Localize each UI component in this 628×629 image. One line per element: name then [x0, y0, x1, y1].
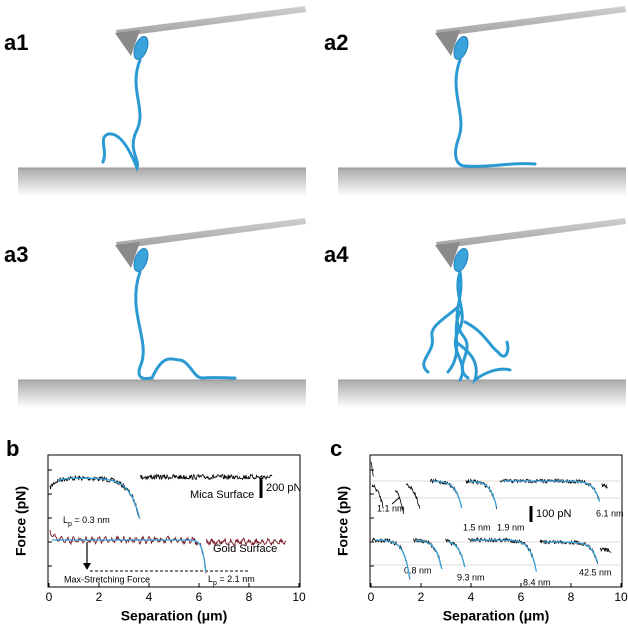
x-tick-label: 6	[196, 590, 203, 604]
trace	[467, 536, 537, 571]
trace	[471, 539, 538, 572]
x-tick-label: 4	[146, 590, 153, 604]
lp-sub: p	[213, 580, 217, 587]
trace	[444, 539, 466, 568]
annotation: Mica Surface	[190, 489, 254, 501]
x-tick-label: 10	[292, 590, 306, 604]
trace	[601, 483, 608, 490]
panel-label: c	[330, 436, 342, 461]
x-tick-label: 10	[614, 590, 628, 604]
trace	[405, 483, 421, 509]
x-tick-label: 8	[568, 590, 575, 604]
panel-c: c Force (pN) Separation (μm) 100 pN 1.1 …	[330, 436, 628, 624]
lp-main: L	[63, 515, 68, 525]
annotation: Max-Stretching Force	[64, 574, 150, 584]
panel-label: b	[6, 436, 19, 461]
length-label: 0.8 nm	[404, 565, 432, 575]
x-tick-label: 2	[96, 590, 103, 604]
lp-sub: p	[68, 521, 72, 528]
x-tick-label: 4	[468, 590, 475, 604]
trace	[447, 540, 466, 568]
panel-label: a4	[324, 242, 349, 267]
length-label: 8.4 nm	[523, 577, 551, 587]
panel-a2: a2	[324, 5, 627, 197]
panel-label: a3	[4, 242, 28, 267]
trace	[433, 480, 463, 509]
length-label: 1.5 nm	[463, 522, 491, 532]
trace	[539, 539, 598, 564]
trace	[370, 461, 374, 477]
x-axis-label: Separation (μm)	[443, 608, 550, 624]
x-axis-label: Separation (μm)	[121, 608, 228, 624]
x-tick-label: 6	[518, 590, 525, 604]
length-label: 6.1 nm	[596, 508, 624, 518]
x-tick-label: 0	[46, 590, 53, 604]
panel-a3: a3	[4, 217, 307, 409]
panel-label: a1	[4, 30, 28, 55]
trace	[543, 541, 599, 563]
trace	[49, 474, 141, 519]
trace	[394, 490, 404, 515]
trace	[57, 477, 141, 519]
panel-b: b Force (pN) Separation (μm) Mica Surfac…	[6, 436, 306, 624]
trace	[416, 539, 443, 570]
trace	[503, 480, 601, 502]
y-axis-label: Force (pN)	[13, 486, 29, 556]
lp-rest: = 2.1 nm	[217, 574, 255, 584]
lp-main: L	[208, 574, 213, 584]
length-label: 1.9 nm	[497, 522, 525, 532]
trace	[599, 546, 612, 553]
panel-a4: a4	[324, 217, 627, 409]
panel-a1: a1	[4, 5, 307, 197]
lp-label: Lp = 0.3 nm	[63, 515, 110, 527]
lp-rest: = 0.3 nm	[72, 515, 110, 525]
trace	[469, 480, 498, 508]
trace	[49, 529, 207, 574]
trace	[371, 484, 384, 509]
plot-frame	[47, 454, 301, 588]
length-label: 1.1 nm	[377, 503, 405, 513]
x-tick-label: 0	[368, 590, 375, 604]
scale-bar-label: 200 pN	[266, 482, 302, 494]
panel-label: a2	[324, 30, 348, 55]
trace	[375, 539, 411, 579]
x-tick-label: 2	[418, 590, 425, 604]
length-label: 42.5 nm	[579, 567, 612, 577]
trace	[139, 473, 273, 481]
plot-frame	[369, 454, 623, 588]
annotation: Gold Surface	[213, 543, 277, 555]
trace	[205, 537, 287, 547]
trace	[52, 539, 207, 572]
length-label: 9.3 nm	[457, 572, 485, 582]
x-tick-label: 8	[246, 590, 253, 604]
scale-bar-label: 100 pN	[536, 508, 572, 520]
y-axis-label: Force (pN)	[335, 486, 351, 556]
lp-label: Lp = 2.1 nm	[208, 574, 255, 586]
